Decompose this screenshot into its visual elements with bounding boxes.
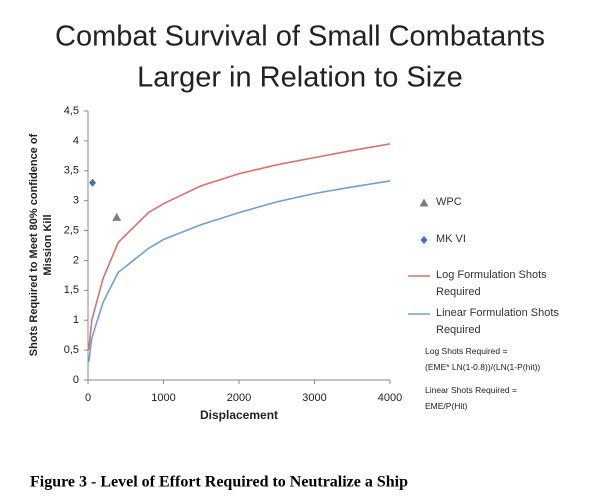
legend-label: WPC (436, 196, 462, 208)
y-tick-label: 3,5 (64, 165, 79, 177)
y-tick-label: 2,5 (64, 224, 79, 236)
y-tick-label: 4,5 (64, 105, 79, 117)
legend-label: MK VI (436, 233, 466, 245)
x-tick-label: 4000 (378, 392, 402, 404)
line-series (87, 180, 391, 363)
y-tick-label: 3 (73, 195, 79, 207)
legend-swatch (419, 198, 429, 207)
legend-label: Log Formulation Shots Required (436, 269, 547, 298)
y-axis-label: Shots Required to Meet 80% confidence of (28, 133, 40, 356)
legend-label: Linear Formulation Shots Required (436, 307, 559, 336)
chart-title: Larger in Relation to Size (137, 62, 463, 94)
caption: Figure 3 - Level of Effort Required to N… (30, 474, 408, 491)
legend-swatch (420, 236, 428, 244)
line-series (87, 143, 391, 351)
annotation: Log Shots Required = (425, 346, 508, 356)
scatter-point (89, 178, 97, 187)
y-axis-label: Mission Kill (42, 214, 54, 275)
y-tick-label: 1,5 (64, 284, 79, 296)
y-tick-label: 0,5 (64, 344, 79, 356)
scatter-point (112, 212, 122, 221)
x-tick-label: 0 (85, 392, 91, 404)
y-tick-label: 1 (73, 314, 79, 326)
y-tick-label: 0 (73, 374, 79, 386)
x-tick-label: 3000 (302, 392, 326, 404)
x-tick-label: 2000 (227, 392, 251, 404)
x-tick-label: 1000 (151, 392, 175, 404)
annotation: (EME* LN(1-0.8))/(LN(1-P(hit)) (425, 362, 541, 372)
y-tick-label: 4 (73, 135, 79, 147)
x-axis-label: Displacement (200, 408, 278, 422)
y-tick-label: 2 (73, 254, 79, 266)
chart-title: Combat Survival of Small Combatants (55, 21, 545, 53)
annotation: Linear Shots Required = (425, 385, 517, 395)
annotation: EME/P(Hit) (425, 401, 468, 411)
